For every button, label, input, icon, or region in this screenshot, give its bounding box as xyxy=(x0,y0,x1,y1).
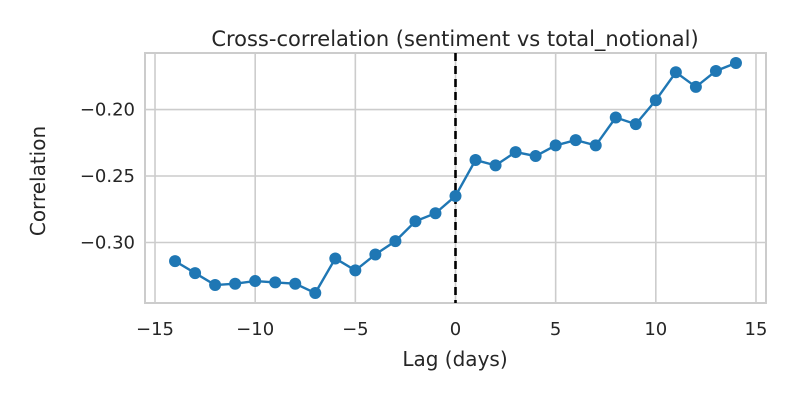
x-tick-label: 5 xyxy=(550,319,561,340)
y-axis-ticks: −0.30 −0.25 −0.20 xyxy=(80,100,135,254)
data-point xyxy=(569,134,582,147)
data-point xyxy=(189,267,202,280)
data-point xyxy=(689,80,702,93)
x-axis-label: Lag (days) xyxy=(402,347,507,371)
data-point xyxy=(529,150,542,163)
data-point xyxy=(469,154,482,167)
data-point xyxy=(729,56,742,69)
data-point xyxy=(269,276,282,289)
x-axis-ticks: −15 −10 −5 0 5 10 15 xyxy=(136,319,767,340)
y-axis-label: Correlation xyxy=(26,126,50,236)
x-tick-label: −10 xyxy=(236,319,274,340)
data-point xyxy=(549,139,562,152)
y-tick-label: −0.30 xyxy=(80,232,135,253)
x-tick-label: 0 xyxy=(450,319,461,340)
data-point xyxy=(369,248,382,261)
data-point xyxy=(489,159,502,172)
data-point xyxy=(309,287,322,300)
series-group xyxy=(169,56,742,300)
data-point xyxy=(669,66,682,79)
data-point xyxy=(169,255,182,268)
data-point xyxy=(449,189,462,202)
data-point xyxy=(429,207,442,220)
data-point xyxy=(509,146,522,159)
y-tick-label: −0.25 xyxy=(80,166,135,187)
data-point xyxy=(229,277,242,290)
data-point xyxy=(609,111,622,124)
data-point xyxy=(349,264,362,277)
x-tick-label: 15 xyxy=(745,319,768,340)
chart-title: Cross-correlation (sentiment vs total_no… xyxy=(211,27,698,52)
data-point xyxy=(289,277,302,290)
data-point xyxy=(329,252,342,265)
data-point xyxy=(629,118,642,131)
data-point xyxy=(649,94,662,107)
x-tick-label: −15 xyxy=(136,319,174,340)
y-tick-label: −0.20 xyxy=(80,100,135,121)
data-point xyxy=(389,235,402,248)
data-point xyxy=(709,64,722,77)
data-point xyxy=(409,215,422,228)
data-point xyxy=(589,139,602,152)
data-point xyxy=(209,279,222,292)
x-tick-label: −5 xyxy=(342,319,369,340)
x-tick-label: 10 xyxy=(644,319,667,340)
data-point xyxy=(249,275,262,288)
